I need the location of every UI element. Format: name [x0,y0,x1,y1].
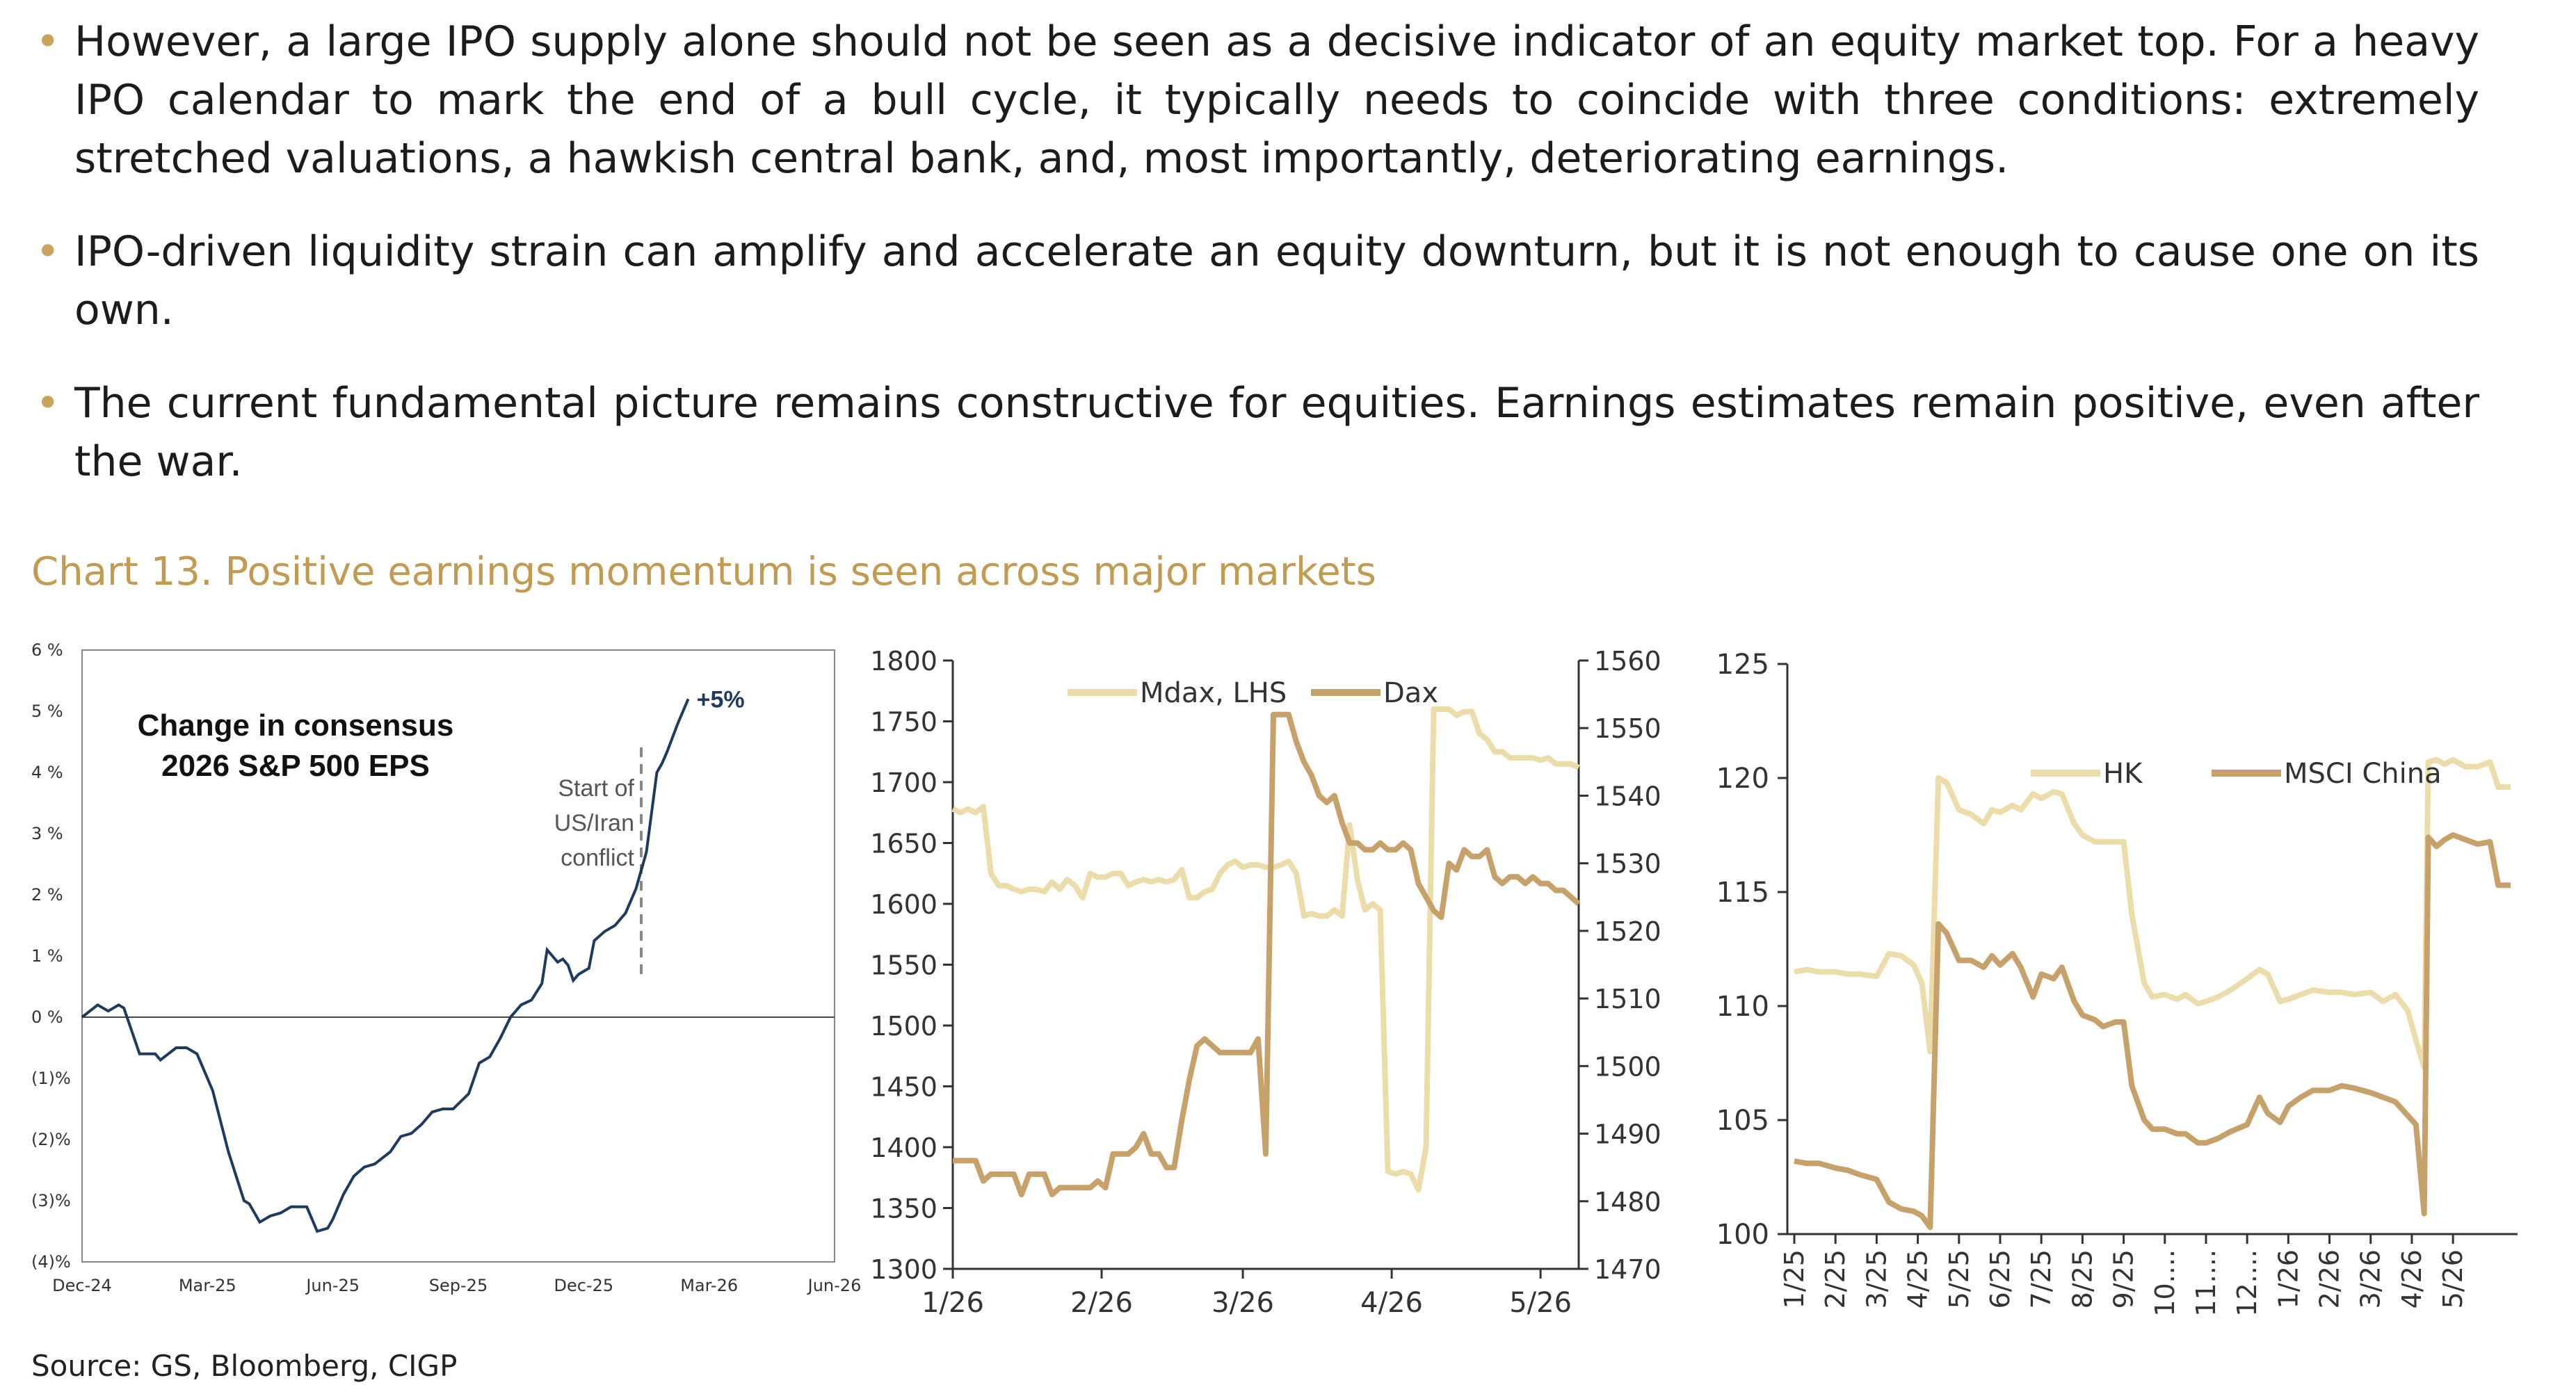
y-tick-label-left: 1400 [870,1133,937,1163]
y-tick-label-left: 1650 [870,829,937,859]
x-tick-label: 3/25 [1861,1249,1892,1308]
y-tick-label: (2)% [31,1130,71,1149]
y-tick-label-left: 1550 [870,950,937,981]
x-tick-label: 4/26 [2397,1249,2427,1308]
x-tick-label: 8/25 [2067,1249,2098,1308]
y-tick-label: 4 % [31,763,63,782]
y-tick-label-left: 1350 [870,1194,937,1224]
x-tick-label: 1/26 [921,1287,984,1319]
y-tick-label-right: 1470 [1594,1254,1661,1285]
legend-label: Mdax, LHS [1140,677,1287,709]
x-tick-label: 9/25 [2109,1249,2139,1308]
y-tick-label-right: 1490 [1594,1119,1661,1150]
bullet-text: However, a large IPO supply alone should… [74,17,2479,183]
y-tick-label: 100 [1716,1219,1769,1251]
y-tick-label: 115 [1716,877,1769,909]
x-tick-label: 6/25 [1985,1249,2015,1308]
y-tick-label-left: 1300 [870,1254,937,1285]
legend-label: HK [2103,758,2143,790]
x-tick-label: 4/25 [1903,1249,1933,1308]
legend-label: Dax [1383,677,1438,709]
x-tick-label: 7/25 [2026,1249,2056,1308]
sp500-eps-chart: 6 % 5 % 4 % 3 % 2 % 1 % 0 % (1)% (2)% (3)% (4)% Dec… [31,640,862,1295]
y-tick-label: (3)% [31,1191,71,1210]
x-tick-label: Dec-25 [554,1276,614,1295]
y-tick-label: (4)% [31,1252,71,1272]
chart-heading: 2026 S&P 500 EPS [161,749,430,783]
y-tick-label-right: 1530 [1594,849,1661,880]
hk-msci-china-chart: 125 120 115 110 105 100 1/25 2/25 3/25 4/25 5/25 6/… [1716,649,2518,1317]
x-tick-label: 10.... [2150,1249,2180,1317]
y-tick-label-right: 1510 [1594,984,1661,1014]
bullet-item: • IPO-driven liquidity strain can amplify… [31,222,2479,339]
bullet-dot-icon: • [35,17,61,66]
y-tick-label-right: 1480 [1594,1187,1661,1217]
bullet-dot-icon: • [35,227,61,276]
x-tick-label: Jun-26 [807,1276,862,1295]
y-tick-label: 6 % [31,640,63,660]
x-tick-label: Sep-25 [429,1276,488,1295]
x-tick-label: 5/25 [1944,1249,1974,1308]
y-tick-label-right: 1520 [1594,916,1661,947]
x-tick-label: 2/26 [1070,1287,1133,1319]
x-tick-label: 12.... [2232,1249,2262,1317]
y-tick-label-right: 1560 [1594,646,1661,676]
series-line-dax [953,711,1581,1198]
x-tick-label: 11.... [2191,1249,2221,1317]
x-tick-label: 3/26 [1211,1287,1274,1319]
series-line-mdax [951,706,1580,1193]
y-tick-label-right: 1550 [1594,713,1661,744]
x-tick-label: 2/26 [2315,1249,2345,1308]
bullet-list: • However, a large IPO supply alone shoul… [31,13,2479,526]
conflict-annotation: US/Iran [554,810,634,836]
y-tick-label: 1 % [31,946,63,966]
mdax-dax-chart: 1800 1750 1700 1650 1600 1550 1500 1450 1400 1350… [870,646,1661,1319]
bullet-text: The current fundamental picture remains … [74,379,2479,486]
chart-title: Chart 13. Positive earnings momentum is … [31,549,1376,594]
x-tick-label: 5/26 [1509,1287,1572,1319]
series-line-msci-china [1794,832,2511,1231]
y-tick-label: 3 % [31,824,63,843]
x-tick-label: Dec-24 [52,1276,112,1295]
x-tick-label: Mar-26 [680,1276,738,1295]
y-tick-label: 125 [1716,649,1769,681]
y-tick-label: 5 % [31,702,63,721]
bullet-text: IPO-driven liquidity strain can amplify … [74,227,2479,334]
x-tick-label: 2/25 [1820,1249,1851,1308]
conflict-annotation: Start of [558,775,634,802]
y-tick-label-left: 1750 [870,707,937,738]
legend-label: MSCI China [2284,758,2442,790]
series-line-hk [1794,756,2511,1071]
y-tick-label: 2 % [31,885,63,905]
y-tick-label: 110 [1716,991,1769,1023]
y-tick-label-left: 1500 [870,1011,937,1042]
chart-heading: Change in consensus [138,708,454,743]
x-tick-label: Jun-25 [305,1276,360,1295]
y-tick-label-left: 1700 [870,768,937,798]
y-tick-label: 120 [1716,763,1769,795]
bullet-item: • The current fundamental picture remains… [31,374,2479,491]
x-tick-label: 1/26 [2273,1249,2303,1308]
y-tick-label-right: 1500 [1594,1051,1661,1082]
bullet-item: • However, a large IPO supply alone shoul… [31,13,2479,188]
y-tick-label: 0 % [31,1007,63,1027]
y-tick-label-left: 1600 [870,889,937,920]
x-tick-label: 4/26 [1360,1287,1423,1319]
x-tick-label: 5/26 [2438,1249,2468,1308]
y-tick-label-right: 1540 [1594,781,1661,811]
y-tick-label: (1)% [31,1069,71,1088]
eps-line [81,698,690,1233]
source-note: Source: GS, Bloomberg, CIGP [31,1349,458,1383]
end-value-label: +5% [697,686,745,713]
x-tick-label: Mar-25 [179,1276,236,1295]
y-tick-label: 105 [1716,1105,1769,1137]
y-tick-label-left: 1800 [870,646,937,676]
chart-frame [81,649,835,1263]
bullet-dot-icon: • [35,379,61,428]
conflict-annotation: conflict [561,845,634,871]
y-tick-label-left: 1450 [870,1072,937,1103]
x-tick-label: 1/25 [1779,1249,1810,1308]
x-tick-label: 3/26 [2356,1249,2386,1308]
